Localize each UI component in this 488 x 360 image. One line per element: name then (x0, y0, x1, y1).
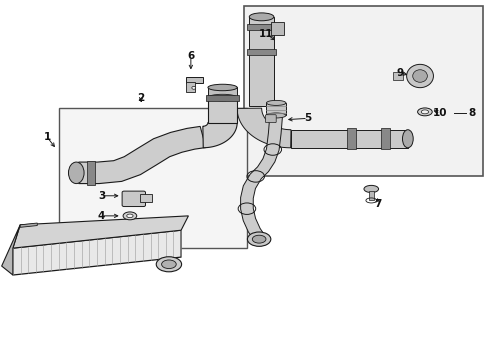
Polygon shape (237, 108, 290, 148)
Bar (59, 108, 246, 248)
Bar (247, 24, 275, 30)
Bar (205, 95, 239, 101)
Polygon shape (13, 230, 181, 275)
Ellipse shape (191, 86, 195, 89)
Bar (140, 194, 152, 202)
Polygon shape (240, 115, 282, 239)
Ellipse shape (126, 214, 133, 218)
Polygon shape (290, 130, 407, 148)
Text: 8: 8 (468, 108, 475, 118)
Polygon shape (1, 225, 20, 275)
Text: 3: 3 (98, 191, 105, 201)
FancyBboxPatch shape (265, 115, 276, 123)
Bar (185, 82, 194, 92)
Bar (185, 77, 203, 83)
Ellipse shape (412, 70, 427, 82)
Ellipse shape (266, 113, 285, 118)
Ellipse shape (406, 64, 432, 87)
Ellipse shape (266, 100, 285, 105)
Ellipse shape (252, 235, 265, 243)
Text: 5: 5 (304, 113, 311, 123)
Text: 2: 2 (137, 93, 144, 103)
Bar (368, 191, 373, 200)
Polygon shape (20, 223, 37, 227)
Ellipse shape (161, 260, 176, 269)
Text: 4: 4 (98, 211, 105, 221)
Polygon shape (207, 98, 237, 123)
Polygon shape (249, 17, 273, 107)
Text: 9: 9 (396, 68, 403, 78)
Bar (87, 161, 95, 185)
Ellipse shape (207, 94, 237, 101)
Text: 7: 7 (373, 199, 381, 210)
Ellipse shape (247, 232, 270, 246)
Ellipse shape (417, 108, 431, 116)
Ellipse shape (156, 257, 181, 272)
Bar (266, 103, 285, 116)
Text: 6: 6 (187, 51, 194, 61)
Ellipse shape (123, 212, 137, 220)
Text: 10: 10 (432, 108, 447, 118)
Polygon shape (203, 122, 237, 148)
Polygon shape (13, 216, 188, 248)
Bar (380, 128, 389, 149)
Bar (392, 72, 402, 80)
Bar (247, 49, 275, 55)
Ellipse shape (207, 84, 237, 91)
Ellipse shape (363, 185, 378, 193)
Polygon shape (79, 126, 205, 184)
Ellipse shape (420, 110, 427, 114)
Ellipse shape (249, 13, 273, 21)
Ellipse shape (402, 130, 412, 148)
Bar (271, 22, 283, 35)
Ellipse shape (68, 162, 84, 184)
Bar (244, 6, 483, 176)
Bar (346, 128, 355, 149)
Text: 11: 11 (259, 29, 273, 39)
Bar (207, 87, 237, 98)
Text: 1: 1 (43, 132, 51, 142)
FancyBboxPatch shape (122, 191, 145, 207)
